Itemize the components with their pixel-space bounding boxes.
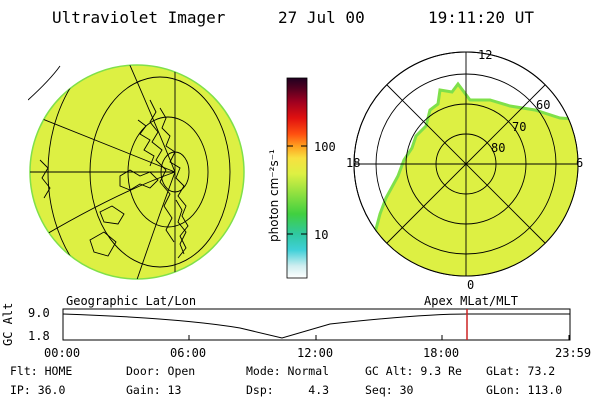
status-glat: GLat: 73.2 <box>486 364 556 378</box>
mlat-label-60: 60 <box>536 98 551 112</box>
status-door: Door: Open <box>126 364 196 378</box>
app-title: Ultraviolet Imager <box>52 8 226 27</box>
timeline-left-title: Geographic Lat/Lon <box>66 294 197 308</box>
timeline-y-bottom: 1.8 <box>28 329 50 343</box>
intensity-colorbar <box>286 77 308 279</box>
colorbar-tick-100: 100 <box>314 140 336 154</box>
status-gc-alt: GC Alt: 9.3 Re <box>365 364 462 378</box>
mlat-label-70: 70 <box>512 120 527 134</box>
timeline-y-top: 9.0 <box>28 306 50 320</box>
mlt-label-midnight: 0 <box>467 278 475 292</box>
image-date: 27 Jul 00 <box>278 8 365 27</box>
time-tick-0600: 06:00 <box>170 346 207 360</box>
mlt-label-noon: 12 <box>478 48 493 62</box>
colorbar-unit-label: photon cm⁻²s⁻¹ <box>267 149 281 242</box>
geographic-globe-image <box>28 64 245 280</box>
status-dsp: Dsp: 4.3 <box>246 383 330 397</box>
timeline-axis-label: GC Alt <box>1 302 15 346</box>
altitude-timeline <box>62 308 571 341</box>
colorbar-tick-10: 10 <box>314 228 329 242</box>
mlat-label-80: 80 <box>491 141 506 155</box>
polar-mlat-mlt-plot <box>353 51 579 277</box>
time-tick-0000: 00:00 <box>44 346 81 360</box>
mlt-label-dusk: 18 <box>346 156 361 170</box>
time-tick-1200: 12:00 <box>297 346 334 360</box>
timeline-right-title: Apex MLat/MLT <box>424 294 518 308</box>
status-ip: IP: 36.0 <box>10 383 66 397</box>
status-seq: Seq: 30 <box>365 383 414 397</box>
image-time: 19:11:20 UT <box>428 8 534 27</box>
status-mode: Mode: Normal <box>246 364 330 378</box>
time-tick-1800: 18:00 <box>423 346 460 360</box>
time-tick-2359: 23:59 <box>555 346 592 360</box>
status-gain: Gain: 13 <box>126 383 182 397</box>
status-glon: GLon: 113.0 <box>486 383 563 397</box>
mlt-label-dawn: 6 <box>576 156 584 170</box>
status-flight: Flt: HOME <box>10 364 73 378</box>
